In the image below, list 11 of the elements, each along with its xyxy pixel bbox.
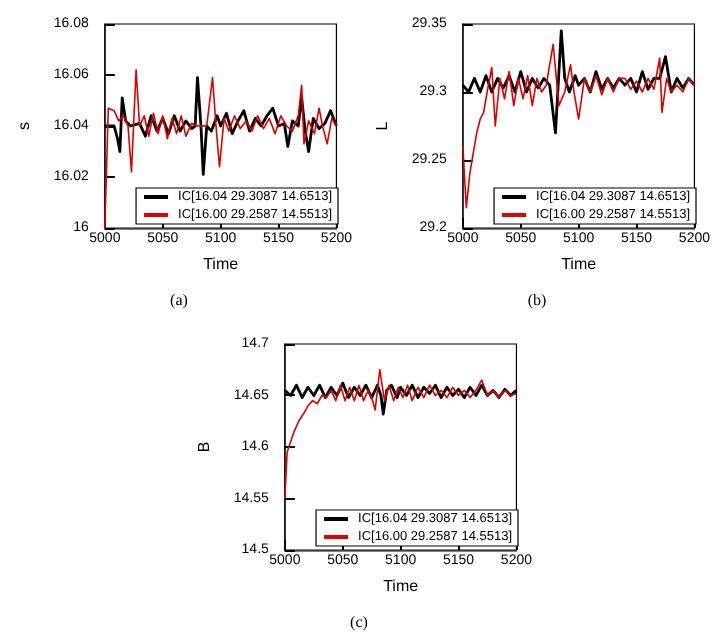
y-axis-title: s — [15, 122, 33, 130]
text: (c) — [350, 613, 369, 631]
line-series — [462, 43, 696, 209]
x-axis-title: Time — [561, 254, 598, 273]
y-axis-title: L — [373, 120, 391, 131]
x-axis-title: Time — [203, 254, 240, 273]
x-axis-title: Time — [383, 576, 420, 595]
text: (a) — [170, 291, 189, 309]
line-series — [284, 368, 518, 500]
y-axis-title: B — [195, 441, 213, 453]
text: (b) — [527, 291, 547, 309]
